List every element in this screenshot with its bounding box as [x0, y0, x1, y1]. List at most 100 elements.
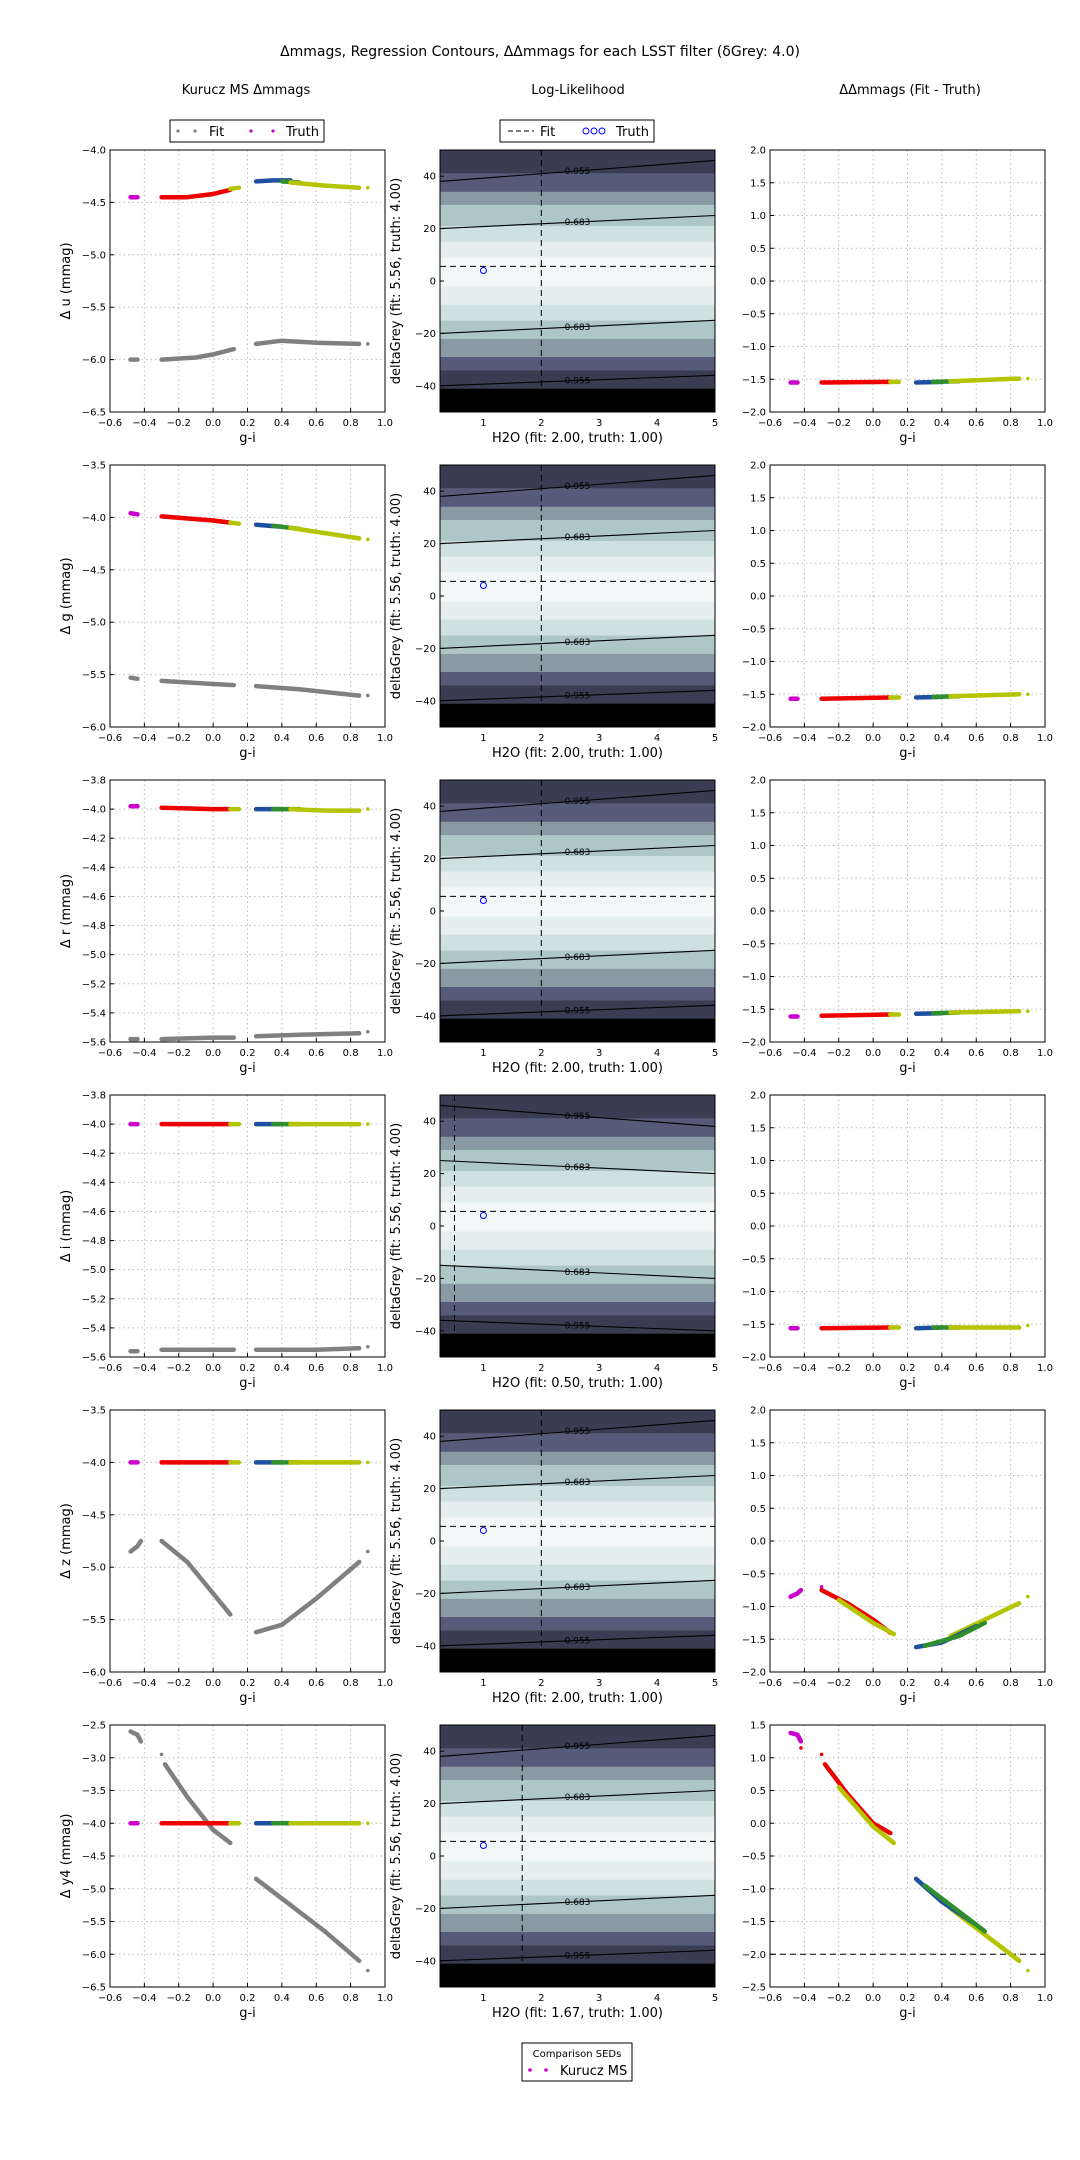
y-tick-label: 40 [423, 802, 436, 813]
x-tick-label: 2 [538, 1363, 544, 1374]
x-tick-label: −0.2 [167, 1363, 191, 1374]
series-yellow-band [228, 520, 242, 526]
panel-g-ddmags: −0.6 −0.4 −0.2 0.0 0.2 0.4 0.6 0.8 1.0 −2.0 −1.5 −1… [742, 461, 1053, 762]
likelihood-band [440, 1150, 715, 1171]
x-tick-label: −0.2 [827, 1678, 851, 1689]
likelihood-band [440, 780, 715, 804]
x-tick-label: 0.0 [205, 1048, 221, 1059]
x-tick-label: 1.0 [1037, 733, 1053, 744]
y-axis-label: Δ r (mmag) [59, 874, 74, 948]
x-tick-label: 0.8 [1003, 1678, 1019, 1689]
x-tick-label: 1 [480, 1363, 486, 1374]
x-axis-label: H2O (fit: 2.00, truth: 1.00) [492, 431, 663, 446]
contour-label: 0.683 [565, 1478, 591, 1488]
likelihood-band [440, 1186, 715, 1203]
x-tick-label: 1.0 [1037, 1993, 1053, 2004]
plot-frame [439, 1724, 716, 1988]
x-tick-label: −0.4 [132, 1678, 156, 1689]
likelihood-band [440, 241, 715, 258]
y-tick-label: −6.0 [82, 1668, 106, 1679]
y-tick-label: −2.5 [742, 1983, 766, 1994]
y-tick-label: −5.4 [82, 1008, 106, 1019]
x-tick-label: −0.4 [132, 1048, 156, 1059]
contour-label: 0.683 [565, 1898, 591, 1908]
series-green-band [922, 1620, 988, 1649]
x-tick-label: 0.4 [274, 1678, 290, 1689]
y-tick-label: −20 [415, 1904, 436, 1915]
series-truth_magenta-band [788, 1730, 804, 1744]
contour-label: 0.955 [565, 1952, 591, 1962]
y-tick-label: −1.0 [742, 1287, 766, 1298]
x-tick-label: 0.4 [274, 418, 290, 429]
likelihood-band [440, 1580, 715, 1599]
likelihood-band [440, 855, 715, 872]
x-axis-label: g-i [239, 1691, 256, 1706]
series-yellow-band [288, 806, 362, 813]
series-red-band [822, 1762, 893, 1836]
x-tick-label: 3 [596, 733, 602, 744]
contour-label: 0.955 [565, 377, 591, 387]
panel-y4-ddmags: −0.6 −0.4 −0.2 0.0 0.2 0.4 0.6 0.8 1.0 −2.5 −2.0 −1… [742, 1721, 1053, 2022]
y-tick-label: −4.5 [82, 1510, 106, 1521]
y-tick-label: 20 [423, 224, 436, 235]
plot-frame [439, 1094, 716, 1358]
likelihood-band [440, 556, 715, 573]
likelihood-band [440, 304, 715, 321]
x-tick-label: 0.6 [968, 1363, 984, 1374]
plot-frame [769, 1409, 1046, 1673]
y-tick-label: 1.5 [750, 493, 766, 504]
series-yellow-band [948, 376, 1022, 384]
x-tick-label: 0.8 [1003, 418, 1019, 429]
x-tick-label: −0.2 [827, 733, 851, 744]
series-fit-band [159, 1035, 237, 1042]
series-red-band [819, 379, 893, 385]
contour-line [439, 1419, 716, 1442]
likelihood-band [440, 703, 715, 727]
likelihood-band [440, 1895, 715, 1914]
likelihood-band [440, 1095, 715, 1119]
likelihood-band [440, 1780, 715, 1801]
likelihood-band [440, 1451, 715, 1466]
likelihood-band [440, 968, 715, 987]
contour-label: 0.683 [565, 1163, 591, 1173]
contour-line [439, 1579, 716, 1594]
likelihood-band [440, 1118, 715, 1137]
x-tick-label: 0.4 [934, 1048, 950, 1059]
x-tick-label: 0.4 [934, 418, 950, 429]
panel-y4-dmags: −0.6 −0.4 −0.2 0.0 0.2 0.4 0.6 0.8 1.0 −6.5 −6.0 −5… [59, 1721, 393, 2022]
y-tick-label: −4.0 [82, 513, 106, 524]
contour-label: 0.683 [565, 533, 591, 543]
likelihood-band [440, 619, 715, 636]
legend-comparison-entry: Kurucz MS [560, 2064, 627, 2079]
contour-label: 0.955 [565, 1322, 591, 1332]
contour-line [439, 1004, 716, 1017]
data-point [366, 1345, 370, 1349]
data-point [1026, 1009, 1030, 1014]
y-axis-label: Δ g (mmag) [59, 557, 74, 634]
x-tick-label: 0.6 [968, 418, 984, 429]
y-tick-label: 0.5 [750, 244, 766, 255]
plot-frame [769, 149, 1046, 413]
y-axis-label: deltaGrey (fit: 5.56, truth: 4.00) [389, 1123, 404, 1330]
contour-line [439, 1949, 716, 1962]
y-tick-label: −1.0 [742, 1884, 766, 1895]
y-tick-label: 20 [423, 1799, 436, 1810]
data-point [159, 1752, 164, 1757]
x-tick-label: −0.6 [758, 1993, 782, 2004]
contour-line [439, 634, 716, 649]
y-tick-label: 2.0 [750, 461, 766, 472]
y-tick-label: 40 [423, 1117, 436, 1128]
x-tick-label: 2 [538, 418, 544, 429]
x-tick-label: 0.4 [274, 1993, 290, 2004]
likelihood-band [440, 1725, 715, 1749]
x-tick-label: 4 [654, 418, 660, 429]
data-point [366, 1549, 370, 1554]
legend-left-truth-label: Truth [285, 125, 319, 140]
x-tick-label: 0.6 [308, 1678, 324, 1689]
y-tick-label: −4.8 [82, 921, 106, 932]
x-axis-label: g-i [899, 1376, 916, 1391]
y-tick-label: 0.5 [750, 1504, 766, 1515]
y-tick-label: 0.0 [750, 1537, 766, 1548]
column-title-mid: Log-Likelihood [531, 83, 624, 98]
y-tick-label: −0.5 [742, 1569, 766, 1580]
